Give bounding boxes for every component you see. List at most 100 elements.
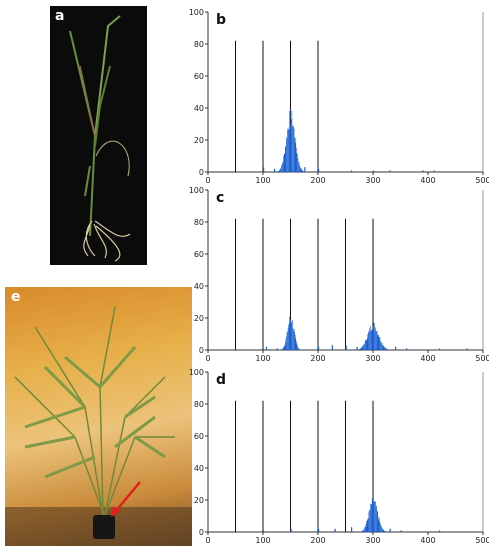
plant-photo-a: a: [50, 6, 147, 265]
histogram-bar: [278, 170, 279, 172]
histogram-bar: [371, 329, 373, 350]
histogram-bar: [376, 331, 377, 350]
histogram-bar: [373, 502, 374, 532]
histogram-bar: [356, 346, 358, 350]
histogram-bar: [289, 111, 290, 172]
histogram-bar: [383, 529, 385, 532]
histogram-bar: [362, 530, 364, 532]
histogram-bar: [370, 503, 371, 532]
histogram-bar: [368, 518, 369, 532]
histogram-bar: [374, 329, 376, 350]
histogram-bar: [282, 161, 284, 172]
x-tick-label: 200: [310, 354, 325, 363]
histogram-bar: [295, 338, 297, 350]
histogram-bar: [369, 509, 371, 532]
histogram-bar: [386, 348, 388, 350]
histogram-bar: [366, 520, 368, 532]
histogram-bar: [379, 518, 380, 532]
histogram-bar: [287, 127, 289, 172]
x-tick-label: 400: [420, 354, 435, 363]
histogram-bar: [361, 531, 363, 532]
histogram-bar: [286, 137, 287, 172]
histogram-bar: [439, 530, 441, 532]
histogram-bar: [363, 529, 365, 532]
histogram-bar: [263, 167, 265, 172]
y-tick-label: 60: [194, 72, 204, 81]
histogram-bar: [281, 349, 283, 350]
histogram-bar: [292, 125, 294, 172]
histogram-bar: [364, 526, 366, 532]
histogram-bar: [395, 346, 397, 350]
histogram-bar: [381, 342, 383, 350]
histogram-bar: [288, 324, 289, 350]
histogram-bar: [433, 170, 435, 172]
histogram-bar: [291, 321, 292, 350]
histogram-bar: [375, 331, 377, 350]
y-tick-label: 0: [199, 168, 204, 177]
histogram-bar: [274, 168, 276, 172]
pot-shape: [93, 515, 115, 539]
histogram-bar: [375, 327, 376, 350]
histogram-bar: [374, 501, 376, 532]
histogram-bar: [283, 346, 285, 350]
histogram-bar: [400, 530, 402, 532]
histogram-bar: [379, 337, 380, 350]
histogram-bar: [292, 320, 293, 350]
histogram-bar: [368, 331, 370, 350]
histogram-bar: [297, 158, 299, 172]
histogram-bar: [369, 331, 371, 350]
histogram-bar: [286, 336, 287, 350]
histogram-bar: [379, 336, 381, 350]
histogram-bar: [302, 170, 304, 172]
histogram-bar: [406, 348, 408, 350]
histogram-bar: [384, 531, 386, 532]
histogram-bar: [276, 348, 278, 350]
histogram-bar: [364, 341, 366, 350]
histogram-bar: [291, 323, 293, 350]
histogram-bar: [380, 523, 381, 532]
histogram-bar: [359, 348, 360, 350]
histogram-bar: [285, 339, 287, 350]
histogram-bar: [293, 128, 295, 172]
histogram-bar: [376, 510, 378, 532]
panel-letter-a: a: [55, 8, 65, 24]
histogram-bar: [298, 348, 299, 350]
y-tick-label: 60: [194, 250, 204, 259]
x-tick-label: 100: [255, 354, 270, 363]
histogram-bar: [286, 139, 288, 172]
histogram-bar: [381, 526, 382, 532]
histogram-bar: [304, 167, 306, 172]
histogram-bar: [375, 506, 377, 532]
y-tick-label: 100: [189, 186, 204, 195]
y-tick-label: 100: [189, 8, 204, 17]
histogram-bar: [386, 348, 387, 350]
histogram-bar: [283, 347, 284, 350]
panel-letter-d: d: [216, 372, 226, 388]
y-tick-label: 80: [194, 218, 204, 227]
histogram-bar: [364, 344, 365, 350]
histogram-bar: [385, 348, 386, 350]
y-tick-label: 40: [194, 282, 204, 291]
histogram-bar: [299, 349, 300, 350]
histogram-bar: [294, 335, 296, 350]
histogram-bar: [439, 348, 441, 350]
y-tick-label: 40: [194, 104, 204, 113]
histogram-bar: [280, 168, 281, 172]
histogram-bar: [422, 170, 424, 172]
panel-letter-c: c: [216, 190, 224, 206]
histogram-bar: [366, 338, 368, 350]
histogram-bar: [287, 130, 288, 172]
histogram-bar: [287, 332, 288, 350]
y-tick-label: 80: [194, 40, 204, 49]
histogram-bar: [389, 528, 391, 532]
histogram-bar: [293, 329, 295, 350]
histogram-bar: [360, 348, 361, 350]
histogram-bar: [382, 345, 384, 350]
red-arrowhead-icon: [111, 506, 121, 517]
histogram-bar: [377, 334, 379, 350]
histogram-bar: [297, 346, 299, 350]
histogram-bar: [384, 346, 385, 350]
panel-letter-e: e: [11, 289, 21, 305]
histogram-bar: [378, 520, 380, 532]
histogram-bar: [284, 154, 286, 172]
